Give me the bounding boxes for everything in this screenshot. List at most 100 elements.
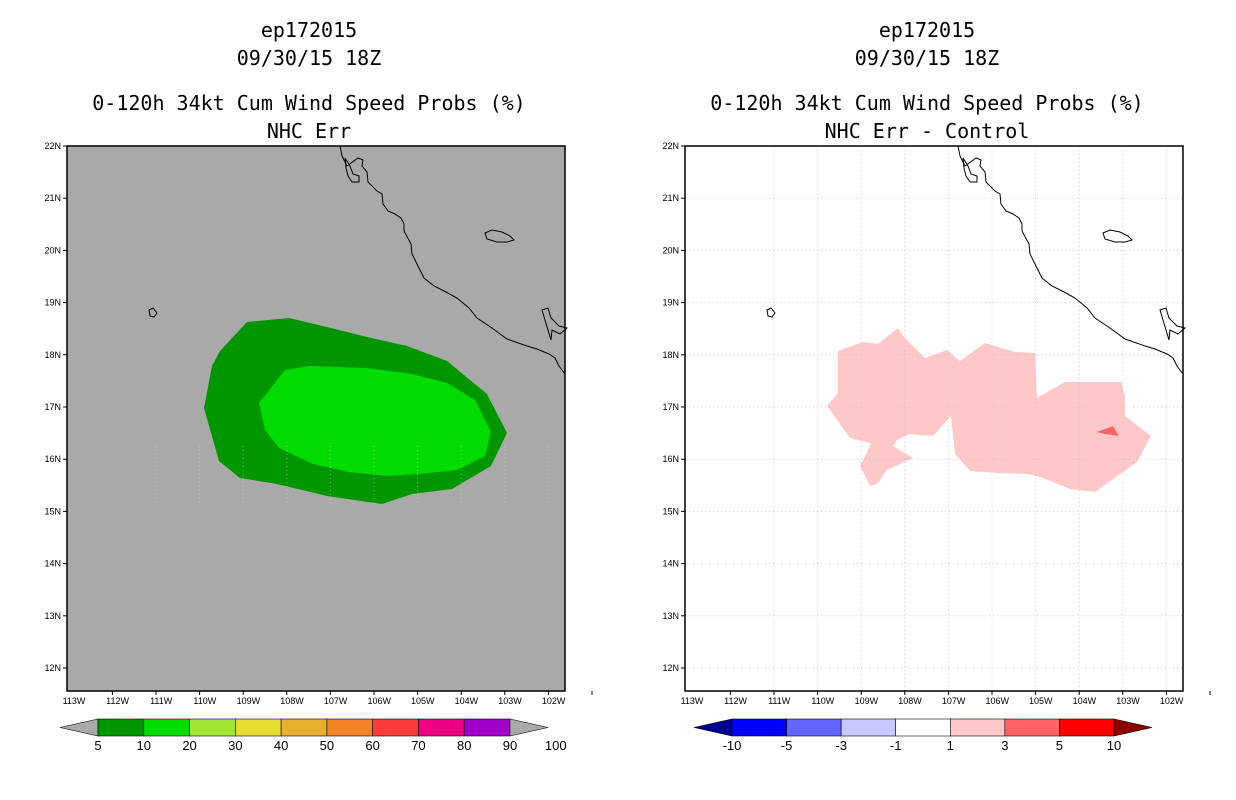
map-frame	[66, 145, 566, 692]
lon-label: 111W	[768, 696, 791, 706]
lat-label: 14N	[44, 559, 61, 569]
colorbar-segment	[1004, 718, 1060, 737]
colorbar-segment	[143, 718, 190, 737]
left-product-title: 0-120h 34kt Cum Wind Speed Probs (%)	[92, 91, 526, 115]
map-frame	[684, 145, 1184, 692]
lat-label: 14N	[662, 559, 679, 569]
lat-label: 22N	[662, 141, 679, 151]
colorbar-label: 10	[137, 738, 151, 753]
lat-label: 20N	[44, 245, 61, 255]
lon-label: 109W	[237, 696, 261, 706]
lat-label: 19N	[44, 298, 61, 308]
colorbar-segment	[326, 718, 373, 737]
island-outline	[344, 157, 360, 183]
lon-label: 107W	[324, 696, 348, 706]
colorbar-label: 20	[182, 738, 196, 753]
colorbar-segment	[786, 718, 842, 737]
colorbar-segment	[463, 718, 511, 737]
lon-label: 103W	[1116, 696, 1140, 706]
prob-10-20-contour	[259, 366, 491, 476]
colorbar-label: 5	[94, 738, 101, 753]
lon-label: 104W	[1073, 696, 1097, 706]
colorbar-label: 40	[274, 738, 288, 753]
colorbar-segment	[949, 718, 1006, 737]
colorbar-label: 60	[365, 738, 379, 753]
island-outline	[148, 307, 158, 318]
left-datetime: 09/30/15 18Z	[236, 46, 382, 70]
lon-label: 103W	[498, 696, 522, 706]
colorbar-label: -10	[723, 738, 742, 753]
lon-label: 108W	[898, 696, 922, 706]
lat-label: 13N	[44, 611, 61, 621]
lat-label: 15N	[44, 506, 61, 516]
colorbar-segment	[372, 718, 419, 737]
colorbar-label: 30	[228, 738, 242, 753]
island-outline	[962, 157, 978, 183]
lon-label: 113W	[681, 696, 704, 706]
colorbar-segment	[731, 718, 787, 737]
lon-label: 106W	[367, 696, 391, 706]
right-map-svg: 22N 21N 20N 19N 18N 17N 16N 15N 14N 13N 12N 113W 112…	[662, 141, 1211, 753]
lon-label: 105W	[1029, 696, 1053, 706]
lon-label: 107W	[942, 696, 966, 706]
colorbar-cap-left	[693, 718, 733, 737]
colorbar-segment	[235, 718, 282, 737]
left-subtitle: NHC Err	[266, 119, 352, 143]
lat-label: 12N	[44, 663, 61, 673]
lon-label: 109W	[855, 696, 879, 706]
lat-label: 13N	[662, 611, 679, 621]
lon-label: 108W	[280, 696, 304, 706]
island-outline	[484, 229, 515, 243]
colorbar-cap-right	[509, 718, 549, 737]
lon-label: 102W	[542, 696, 566, 706]
colorbar-label: 70	[411, 738, 425, 753]
colorbar-segment	[418, 718, 465, 737]
lat-label: 17N	[44, 402, 61, 412]
island-outline	[541, 307, 569, 341]
colorbar-segment	[840, 718, 897, 737]
lon-label: 104W	[455, 696, 479, 706]
island-outline	[1102, 229, 1133, 243]
colorbar-segment	[895, 718, 951, 737]
colorbar-label: 100	[545, 738, 567, 753]
lon-label: 106W	[985, 696, 1009, 706]
lat-label: 21N	[44, 193, 61, 203]
colorbar-label: 5	[1056, 738, 1063, 753]
coastline	[952, 145, 1184, 375]
lat-label: 19N	[662, 298, 679, 308]
diff-3-5-contour	[1097, 426, 1119, 436]
lon-label: 110W	[811, 696, 834, 706]
colorbar-label: 3	[1001, 738, 1008, 753]
colorbar-label: 90	[503, 738, 517, 753]
left-map-svg: 22N 21N 20N 19N 18N 17N 16N 15N 14N 13N 12N 113W 112…	[44, 141, 593, 753]
lon-label: 102W	[1160, 696, 1184, 706]
colorbar-label: -1	[890, 738, 902, 753]
lat-label: 12N	[662, 663, 679, 673]
lat-label: 16N	[44, 454, 61, 464]
lon-label: 111W	[150, 696, 173, 706]
colorbar-cap-right	[1113, 718, 1153, 737]
colorbar-label: 50	[320, 738, 334, 753]
right-product-title: 0-120h 34kt Cum Wind Speed Probs (%)	[710, 91, 1144, 115]
coastline	[334, 145, 566, 375]
colorbar-segment	[280, 718, 328, 737]
left-storm-id: ep172015	[260, 18, 358, 42]
lon-label: 112W	[106, 696, 129, 706]
lon-label: 113W	[63, 696, 86, 706]
colorbar-segment	[97, 718, 145, 737]
right-datetime: 09/30/15 18Z	[854, 46, 1000, 70]
colorbar-label: 10	[1107, 738, 1121, 753]
lat-label: 22N	[44, 141, 61, 151]
colorbar-label: 1	[947, 738, 954, 753]
colorbar-label: -3	[835, 738, 847, 753]
lat-label: 16N	[662, 454, 679, 464]
colorbar-cap-left	[59, 718, 99, 737]
colorbar-label: 80	[457, 738, 471, 753]
island-outline	[1159, 307, 1187, 341]
right-storm-id: ep172015	[878, 18, 976, 42]
lat-label: 18N	[662, 350, 679, 360]
lat-label: 20N	[662, 245, 679, 255]
right-panel: ep172015 09/30/15 18Z 0-120h 34kt Cum Wi…	[618, 0, 1236, 800]
colorbar-segment	[1059, 718, 1115, 737]
lon-label: 110W	[193, 696, 216, 706]
